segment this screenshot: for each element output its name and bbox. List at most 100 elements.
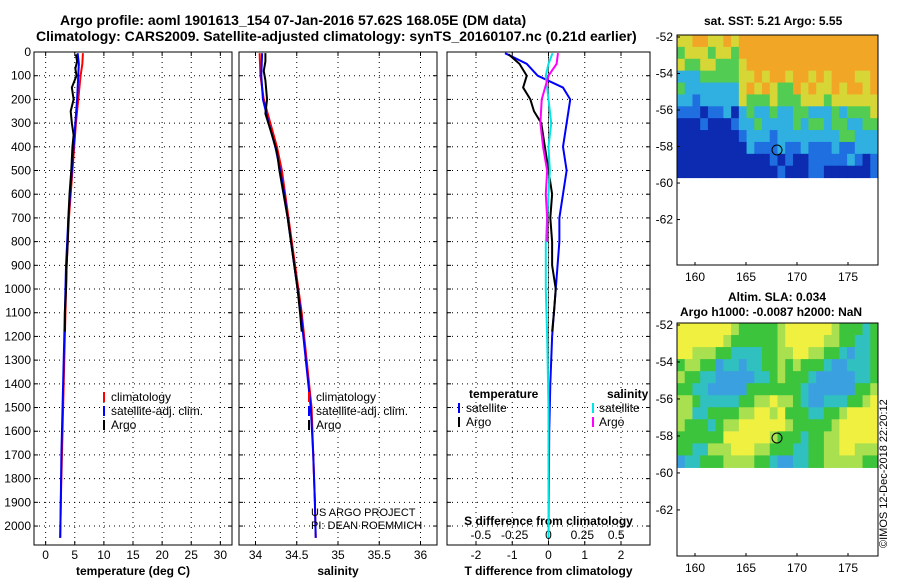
map-cell [792, 431, 802, 444]
map-cell [762, 153, 771, 167]
map-cell [847, 395, 856, 408]
map-cell [707, 141, 717, 155]
map-cell [746, 443, 755, 456]
map-cell [839, 359, 848, 372]
map-cell [870, 70, 879, 84]
map-cell [816, 407, 825, 420]
map-cell [700, 70, 709, 84]
x2-tick-label: -0.25 [501, 528, 529, 542]
map-cell [854, 94, 864, 107]
map-cell [777, 46, 786, 60]
map-cell [754, 371, 763, 384]
map-y-label: -56 [656, 103, 674, 117]
map-cell [816, 347, 825, 360]
map-cell [723, 35, 732, 48]
map-cell [677, 106, 686, 119]
map-cell [831, 383, 840, 396]
map-cell [754, 455, 763, 468]
series-satelliteadjclim [59, 53, 80, 538]
map-cell [777, 419, 786, 432]
map-cell [746, 118, 755, 131]
map-cell [831, 130, 840, 143]
map-cell [862, 455, 871, 468]
map-cell [707, 58, 717, 72]
map-cell [854, 443, 864, 456]
map-cell [677, 94, 686, 107]
map-cell [839, 58, 848, 72]
map-cell [777, 118, 786, 131]
map-cell [707, 165, 717, 179]
map-cell [738, 335, 748, 348]
map-x-label: 170 [787, 561, 807, 575]
map-cell [808, 395, 817, 408]
map-cell [800, 153, 809, 167]
map-cell [777, 383, 786, 396]
map-cell [870, 94, 879, 107]
map-cell [769, 359, 778, 372]
temperature-panel: 0100200300400500600700800900100011001200… [4, 45, 233, 578]
map-cell [684, 443, 693, 456]
map-cell [785, 323, 794, 336]
map-cell [754, 443, 763, 456]
map-x-label: 160 [685, 561, 705, 575]
map-cell [785, 431, 794, 444]
map-x-label: 165 [736, 561, 756, 575]
map-y-label: -52 [656, 30, 674, 44]
map-cell [746, 46, 755, 60]
y-tick-label: 1100 [5, 306, 31, 320]
map-cell [738, 323, 748, 336]
map-cell [800, 407, 809, 420]
map-cell [762, 383, 771, 396]
map-cell [769, 82, 778, 95]
map-cell [769, 335, 778, 348]
map-cell [684, 58, 693, 72]
map-cell [870, 431, 879, 444]
map-cell [692, 395, 701, 408]
map-cell [854, 419, 864, 432]
map-cell [808, 431, 817, 444]
map-cell [715, 165, 724, 179]
map-cell [808, 371, 817, 384]
map-cell [839, 118, 848, 131]
map-y-label: -54 [656, 355, 674, 369]
map-cell [754, 70, 763, 84]
map-cell [785, 118, 794, 131]
map-cell [785, 165, 794, 179]
legend-label: Argo [316, 418, 342, 432]
map-cell [715, 118, 724, 131]
map-cell [707, 335, 717, 348]
map-cell [800, 371, 809, 384]
map-cell [823, 371, 833, 384]
map-cell [847, 165, 856, 179]
map-cell [769, 383, 778, 396]
map-cell [723, 419, 732, 432]
sla-map-title-1: Altim. SLA: 0.034 [728, 290, 827, 304]
map-cell [816, 443, 825, 456]
map-frame [676, 322, 879, 557]
map-cell [692, 383, 701, 396]
map-cell [816, 335, 825, 348]
map-cell [816, 153, 825, 167]
map-cell [847, 106, 856, 119]
map-cell [800, 70, 809, 84]
map-cell [823, 70, 833, 84]
map-cell [800, 347, 809, 360]
map-cell [808, 335, 817, 348]
map-cell [862, 35, 871, 48]
legend-temp-title: temperature [469, 387, 539, 401]
map-cell [677, 46, 686, 60]
map-cell [870, 58, 879, 72]
map-y-label: -62 [656, 213, 674, 227]
map-cell [870, 419, 879, 432]
map-cell [738, 347, 748, 360]
map-cell [754, 395, 763, 408]
map-cell [738, 141, 748, 155]
map-cell [785, 94, 794, 107]
map-cell [777, 455, 786, 468]
map-cell [839, 431, 848, 444]
map-cell [862, 335, 871, 348]
map-cell [731, 359, 740, 372]
map-cell [769, 347, 778, 360]
map-cell [777, 70, 786, 84]
map-cell [800, 455, 809, 468]
